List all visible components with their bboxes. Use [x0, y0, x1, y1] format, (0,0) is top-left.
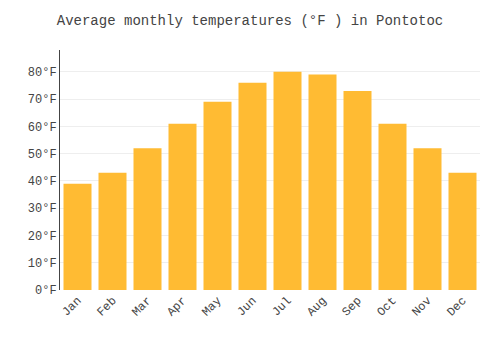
svg-text:Feb: Feb	[94, 294, 119, 319]
svg-text:Average monthly temperatures (: Average monthly temperatures (°F ) in Po…	[57, 13, 443, 29]
svg-text:Jul: Jul	[269, 294, 294, 319]
svg-text:70°F: 70°F	[28, 93, 57, 107]
svg-text:Aug: Aug	[304, 294, 329, 319]
svg-text:40°F: 40°F	[28, 175, 57, 189]
svg-text:Sep: Sep	[339, 294, 364, 319]
svg-text:20°F: 20°F	[28, 230, 57, 244]
svg-text:Jun: Jun	[234, 294, 259, 319]
svg-text:50°F: 50°F	[28, 148, 57, 162]
svg-text:May: May	[199, 294, 224, 319]
svg-text:Nov: Nov	[409, 294, 434, 319]
svg-text:Oct: Oct	[374, 294, 399, 319]
svg-text:0°F: 0°F	[35, 284, 57, 298]
svg-text:30°F: 30°F	[28, 202, 57, 216]
svg-text:Dec: Dec	[444, 294, 469, 319]
svg-text:10°F: 10°F	[28, 257, 57, 271]
svg-text:60°F: 60°F	[28, 121, 57, 135]
svg-text:Apr: Apr	[164, 294, 189, 319]
svg-text:80°F: 80°F	[28, 66, 57, 80]
svg-text:Jan: Jan	[59, 294, 84, 319]
svg-text:Mar: Mar	[129, 294, 154, 319]
